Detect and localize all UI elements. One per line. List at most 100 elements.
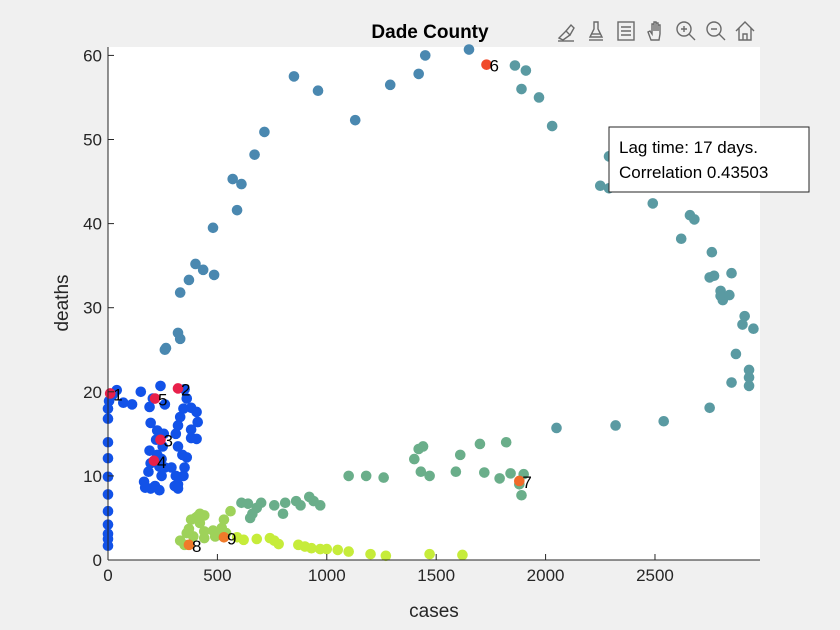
- data-point: [500, 436, 512, 448]
- data-point: [343, 546, 354, 557]
- legend-icon[interactable]: [616, 20, 636, 42]
- y-tick-label: 10: [83, 467, 102, 486]
- marker-label: 1: [113, 385, 122, 404]
- data-point: [156, 470, 167, 482]
- x-tick-label: 0: [103, 566, 112, 585]
- data-point: [737, 319, 748, 330]
- data-point: [509, 60, 521, 71]
- data-point: [409, 453, 420, 465]
- y-tick-label: 30: [83, 299, 102, 318]
- data-point: [546, 120, 558, 132]
- data-point: [505, 468, 516, 479]
- data-point: [384, 79, 396, 91]
- data-point: [249, 149, 260, 160]
- data-point: [474, 438, 486, 450]
- data-point: [185, 514, 197, 525]
- zoom-in-icon[interactable]: [675, 20, 697, 42]
- data-point: [236, 178, 247, 190]
- data-point: [708, 270, 720, 282]
- data-point: [170, 428, 182, 440]
- data-point: [730, 348, 742, 360]
- data-point: [748, 323, 759, 335]
- data-point: [743, 380, 755, 392]
- data-point: [268, 500, 280, 511]
- data-point: [188, 531, 199, 542]
- marker-point: [481, 59, 492, 70]
- data-point: [306, 542, 317, 554]
- data-point: [706, 246, 718, 258]
- marker-label: 7: [522, 473, 531, 492]
- y-tick-label: 50: [83, 131, 102, 150]
- pan-icon[interactable]: [645, 20, 667, 42]
- data-point: [179, 462, 190, 473]
- data-point: [378, 472, 389, 483]
- data-point: [172, 420, 184, 431]
- data-point: [332, 544, 344, 556]
- ticks-layer: 0 500 1000 1500 2000 2500 0 10 20 30 40 50 60: [83, 46, 674, 585]
- data-point: [218, 514, 230, 525]
- x-tick-label: 2500: [636, 566, 674, 585]
- data-point: [704, 402, 715, 414]
- marker-point: [149, 393, 161, 404]
- brush-select-icon[interactable]: [556, 22, 576, 42]
- data-point: [450, 466, 462, 477]
- data-point: [208, 269, 220, 281]
- data-point: [225, 505, 236, 517]
- data-point: [145, 417, 156, 429]
- data-point: [172, 441, 184, 452]
- data-point: [207, 222, 219, 234]
- data-point: [159, 399, 171, 410]
- data-point: [198, 532, 210, 544]
- data-point: [312, 85, 324, 97]
- data-point: [177, 449, 188, 461]
- data-point: [457, 549, 468, 561]
- marker-point: [218, 531, 230, 543]
- data-point: [154, 484, 165, 496]
- data-point: [689, 214, 700, 225]
- marker-label: 3: [164, 432, 173, 451]
- data-point: [419, 50, 431, 61]
- x-tick-label: 500: [203, 566, 231, 585]
- data-point: [594, 180, 606, 192]
- data-point: [360, 470, 372, 482]
- zoom-out-icon[interactable]: [705, 20, 727, 42]
- data-point: [172, 483, 184, 494]
- data-point: [658, 415, 670, 427]
- annotation-frame: [608, 126, 810, 193]
- marker-label: 9: [227, 529, 236, 548]
- data-point: [144, 401, 155, 413]
- data-cursor-icon[interactable]: [586, 20, 606, 42]
- data-point: [160, 342, 172, 354]
- data-point: [463, 44, 475, 55]
- data-point: [170, 470, 182, 482]
- data-point: [227, 173, 239, 185]
- markers-layer: 1 2 3 4 5 6 7 8 9: [104, 57, 532, 556]
- marker-label: 4: [157, 453, 166, 472]
- data-point: [172, 327, 184, 339]
- data-point: [551, 422, 562, 434]
- marker-point: [148, 455, 160, 467]
- data-point: [343, 470, 354, 482]
- marker-label: 8: [192, 537, 201, 556]
- marker-point: [183, 539, 195, 551]
- data-point: [303, 491, 315, 503]
- x-tick-label: 2000: [527, 566, 565, 585]
- data-point: [533, 92, 545, 103]
- data-point: [715, 290, 726, 302]
- data-point: [415, 466, 427, 477]
- data-point: [520, 65, 532, 76]
- data-point: [174, 287, 186, 298]
- data-point: [178, 470, 189, 482]
- data-point: [185, 432, 197, 444]
- data-point: [181, 393, 193, 404]
- data-point: [143, 466, 154, 477]
- chart-title: Dade County: [371, 22, 489, 43]
- data-point: [277, 508, 289, 520]
- y-tick-label: 0: [93, 551, 102, 570]
- home-icon[interactable]: [734, 20, 756, 42]
- data-point: [236, 497, 247, 509]
- data-point: [424, 470, 435, 482]
- data-point: [290, 495, 302, 507]
- data-point: [190, 258, 201, 270]
- data-point: [726, 267, 737, 279]
